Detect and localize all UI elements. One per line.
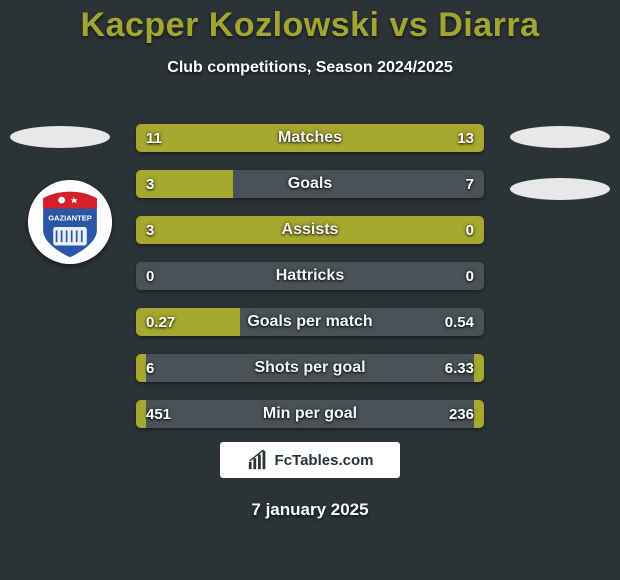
stat-label: Goals [136, 170, 484, 198]
subtitle: Club competitions, Season 2024/2025 [0, 59, 620, 77]
stat-value-left: 11 [146, 124, 162, 152]
page-title: Kacper Kozlowski vs Diarra [0, 0, 620, 45]
stat-row: Goals3 7 [136, 170, 484, 198]
stat-value-right: 236 [449, 400, 474, 428]
stat-label: Goals per match [136, 308, 484, 336]
stat-row: Matches11 13 [136, 124, 484, 152]
stat-value-right: 13 [457, 124, 474, 152]
chart-icon [247, 449, 269, 471]
stat-label: Matches [136, 124, 484, 152]
stat-value-left: 6 [146, 354, 154, 382]
stats-bars: Matches1113Goals37Assists30Hattricks00Go… [136, 124, 484, 446]
stat-label: Min per goal [136, 400, 484, 428]
stat-row: Min per goal451 236 [136, 400, 484, 428]
stat-value-left: 0 [146, 262, 154, 290]
stat-row: Hattricks0 0 [136, 262, 484, 290]
stat-label: Hattricks [136, 262, 484, 290]
stat-value-left: 3 [146, 170, 154, 198]
stat-label: Shots per goal [136, 354, 484, 382]
stat-value-left: 0.27 [146, 308, 175, 336]
branding: FcTables.com [220, 442, 400, 478]
stat-row: Assists3 0 [136, 216, 484, 244]
player-right-club-placeholder [510, 178, 610, 200]
stat-value-left: 3 [146, 216, 154, 244]
stat-value-right: 0.54 [445, 308, 474, 336]
player-left-avatar-placeholder [10, 126, 110, 148]
stat-value-right: 6.33 [445, 354, 474, 382]
svg-text:GAZIANTEP: GAZIANTEP [48, 213, 92, 222]
stat-value-right: 0 [466, 262, 474, 290]
player-right-avatar-placeholder [510, 126, 610, 148]
date-label: 7 january 2025 [0, 500, 620, 520]
stat-row: Shots per goal6 6.33 [136, 354, 484, 382]
stat-value-left: 451 [146, 400, 171, 428]
club-badge-gaziantep: GAZIANTEP [28, 180, 112, 264]
stat-label: Assists [136, 216, 484, 244]
brand-label: FcTables.com [275, 452, 374, 469]
stat-value-right: 7 [466, 170, 474, 198]
stat-value-right: 0 [466, 216, 474, 244]
stat-row: Goals per match0.27 0.54 [136, 308, 484, 336]
